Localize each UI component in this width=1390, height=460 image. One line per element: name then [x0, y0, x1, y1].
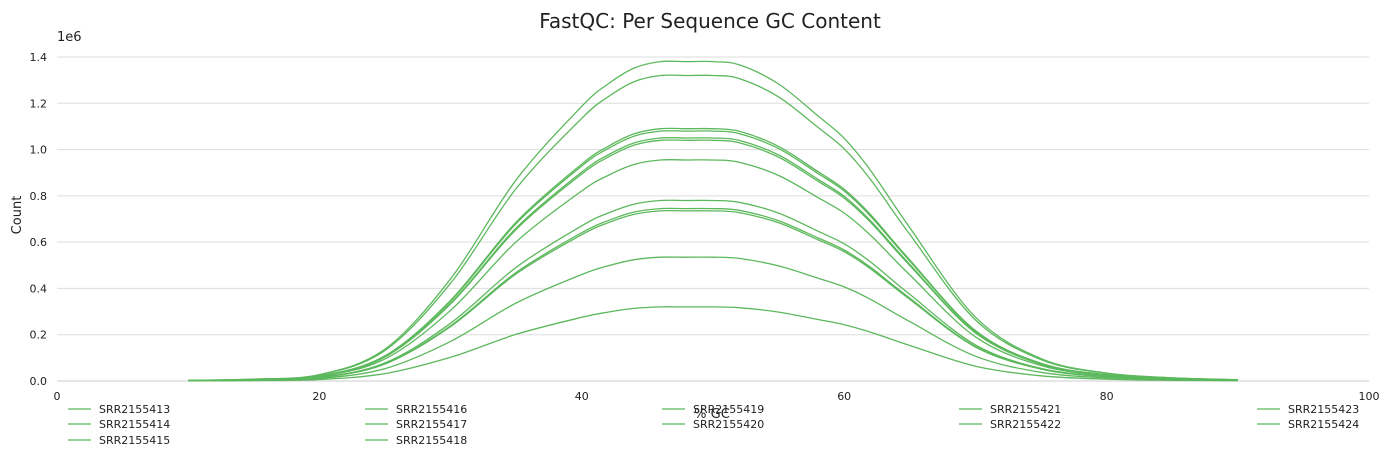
grid-lines — [57, 56, 1369, 382]
y-tick-label: 0.4 — [30, 282, 48, 295]
x-tick-label: 80 — [1100, 390, 1114, 403]
y-tick-label: 0.8 — [30, 190, 48, 203]
legend-label: SRR2155413 — [99, 403, 170, 416]
legend-item[interactable]: SRR2155420 — [662, 418, 764, 431]
series-line-SRR2155422[interactable] — [188, 209, 1238, 382]
x-tick-label: 20 — [312, 390, 326, 403]
legend-label: SRR2155419 — [693, 403, 764, 416]
legend-item[interactable]: SRR2155415 — [68, 434, 170, 447]
y-tick-label: 0.0 — [30, 375, 48, 388]
x-tick-label: 60 — [837, 390, 851, 403]
legend-label: SRR2155422 — [990, 418, 1061, 431]
legend-label: SRR2155417 — [396, 418, 467, 431]
legend-item[interactable]: SRR2155422 — [959, 418, 1061, 431]
x-tick-label: 40 — [575, 390, 589, 403]
y-axis-scale-label: 1e6 — [57, 30, 82, 45]
chart-title: FastQC: Per Sequence GC Content — [539, 9, 881, 33]
legend-item[interactable]: SRR2155418 — [365, 434, 467, 447]
legend-item[interactable]: SRR2155424 — [1257, 418, 1359, 431]
legend-label: SRR2155421 — [990, 403, 1061, 416]
y-tick-label: 0.2 — [30, 329, 48, 342]
series-line-SRR2155418[interactable] — [188, 139, 1238, 382]
series-line-SRR2155420[interactable] — [188, 199, 1238, 382]
y-tick-label: 1.2 — [30, 97, 48, 110]
legend-label: SRR2155424 — [1288, 418, 1359, 431]
legend-item[interactable]: SRR2155416 — [365, 403, 467, 416]
legend: SRR2155413 SRR2155414 SRR2155415 SRR2155416… — [68, 403, 1359, 447]
series-line-SRR2155416[interactable] — [188, 130, 1238, 382]
y-tick-label: 1.4 — [30, 51, 48, 64]
y-tick-label: 0.6 — [30, 236, 48, 249]
series-line-SRR2155421[interactable] — [188, 207, 1238, 382]
series-line-SRR2155419[interactable] — [188, 158, 1238, 382]
legend-item[interactable]: SRR2155421 — [959, 403, 1061, 416]
x-tick-label: 100 — [1359, 390, 1380, 403]
legend-label: SRR2155415 — [99, 434, 170, 447]
y-tick-label: 1.0 — [30, 144, 48, 157]
series-line-SRR2155414[interactable] — [188, 74, 1238, 382]
y-axis-label: Count — [10, 196, 25, 235]
legend-label: SRR2155420 — [693, 418, 764, 431]
series-line-SRR2155417[interactable] — [188, 136, 1238, 382]
series-line-SRR2155413[interactable] — [188, 60, 1238, 382]
series-line-SRR2155424[interactable] — [188, 306, 1238, 382]
x-axis-label: % GC — [694, 407, 730, 422]
legend-label: SRR2155414 — [99, 418, 170, 431]
legend-item[interactable]: SRR2155417 — [365, 418, 467, 431]
legend-item[interactable]: SRR2155414 — [68, 418, 170, 431]
series-lines — [188, 60, 1238, 382]
legend-label: SRR2155423 — [1288, 403, 1359, 416]
legend-item[interactable]: SRR2155413 — [68, 403, 170, 416]
legend-item[interactable]: SRR2155423 — [1257, 403, 1359, 416]
series-line-SRR2155415[interactable] — [188, 127, 1238, 382]
legend-item[interactable]: SRR2155419 — [662, 403, 764, 416]
axis-ticks: 0.0 0.2 0.4 0.6 0.8 1.0 1.2 1.4 0 20 40 60 80 100 — [30, 51, 1380, 403]
legend-label: SRR2155418 — [396, 434, 467, 447]
x-tick-label: 0 — [54, 390, 61, 403]
legend-label: SRR2155416 — [396, 403, 467, 416]
series-line-SRR2155423[interactable] — [188, 256, 1238, 382]
